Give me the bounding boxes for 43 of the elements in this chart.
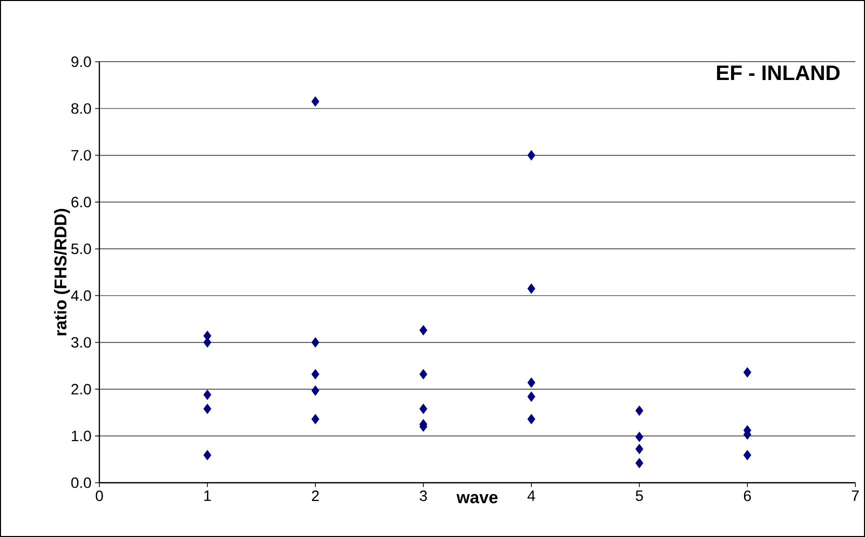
y-tick-label: 9.0	[71, 56, 91, 68]
point	[419, 325, 428, 336]
point	[527, 150, 536, 160]
point	[311, 369, 320, 380]
point	[635, 458, 644, 468]
point	[635, 432, 644, 442]
y-tick-label: 6.0	[71, 196, 91, 208]
point	[743, 450, 752, 460]
point	[203, 390, 212, 400]
x-tick-label: 0	[96, 490, 103, 502]
point	[527, 377, 536, 388]
point	[635, 444, 644, 454]
point	[203, 404, 212, 414]
point	[203, 450, 212, 460]
y-tick-label: 0.0	[71, 477, 91, 488]
x-tick-label: 6	[744, 490, 751, 502]
point	[311, 96, 320, 107]
y-axis-title: ratio (FHS/RDD)	[54, 208, 70, 336]
point	[311, 337, 320, 348]
y-tick-label: 2.0	[71, 384, 91, 394]
x-tick-label: 3	[420, 490, 427, 502]
point	[527, 283, 536, 294]
point	[743, 367, 752, 378]
x-tick-label: 1	[204, 490, 211, 501]
point	[635, 405, 644, 416]
x-tick-label: 2	[312, 490, 319, 501]
x-tick-label: 5	[636, 490, 643, 501]
x-tick-label: 7	[852, 490, 859, 501]
point	[527, 391, 536, 402]
y-tick-label: 3.0	[71, 337, 91, 348]
y-tick-label: 7.0	[71, 150, 91, 161]
point	[311, 385, 320, 396]
y-tick-label: 8.0	[71, 103, 91, 114]
point	[311, 414, 320, 424]
point	[527, 414, 536, 424]
y-tick-label: 5.0	[71, 244, 91, 254]
y-tick-label: 1.0	[72, 430, 91, 442]
point	[419, 404, 428, 414]
chart-title: EF - INLAND	[717, 66, 840, 80]
x-tick-label: 4	[528, 490, 536, 501]
y-tick-label: 4.0	[71, 290, 91, 301]
point	[419, 369, 428, 380]
x-axis-title: wave	[456, 494, 498, 504]
